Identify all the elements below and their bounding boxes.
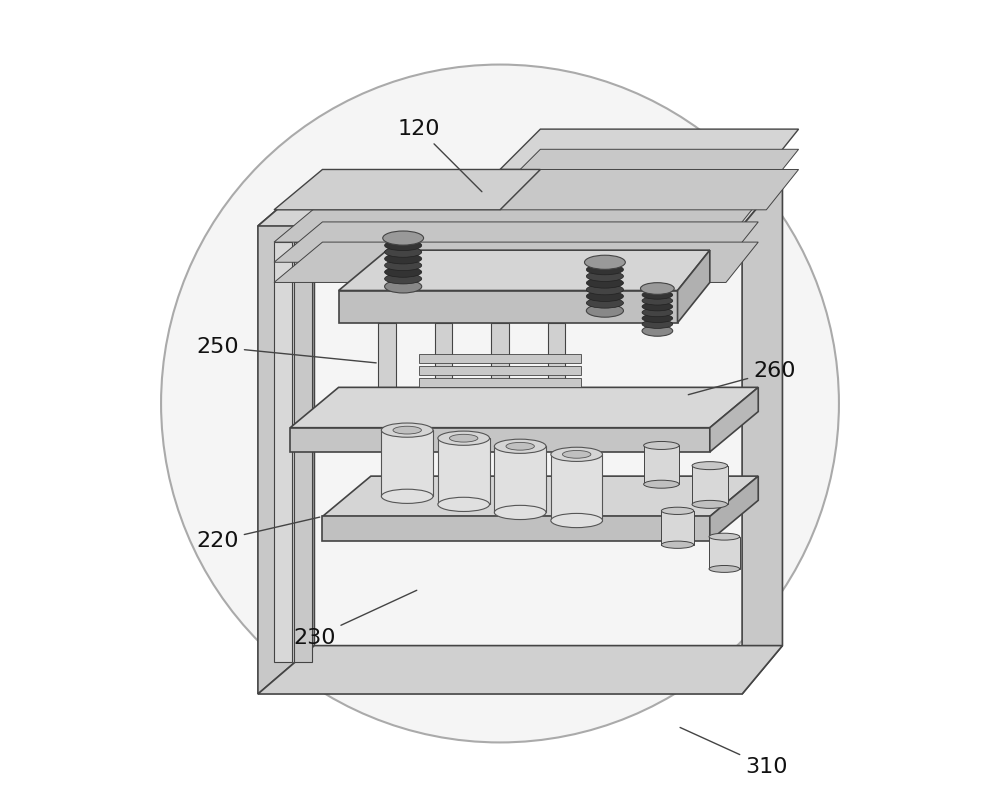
Polygon shape: [322, 476, 758, 516]
Bar: [438, 438, 490, 504]
Ellipse shape: [709, 566, 740, 572]
Bar: [274, 242, 292, 662]
Polygon shape: [258, 178, 782, 226]
Bar: [435, 323, 452, 412]
Bar: [378, 323, 396, 412]
Ellipse shape: [586, 271, 623, 282]
Bar: [548, 323, 565, 412]
Text: 220: 220: [196, 517, 320, 550]
Ellipse shape: [438, 431, 490, 445]
Ellipse shape: [551, 513, 602, 528]
Ellipse shape: [506, 442, 534, 450]
Ellipse shape: [644, 441, 679, 449]
Ellipse shape: [586, 291, 623, 302]
Ellipse shape: [385, 247, 422, 257]
Polygon shape: [339, 291, 678, 323]
Bar: [709, 537, 740, 569]
Ellipse shape: [640, 282, 674, 295]
Ellipse shape: [385, 280, 422, 293]
Ellipse shape: [385, 253, 422, 264]
Ellipse shape: [586, 304, 623, 317]
Ellipse shape: [381, 423, 433, 437]
Polygon shape: [274, 242, 758, 282]
Ellipse shape: [586, 284, 623, 295]
Ellipse shape: [661, 541, 694, 549]
Ellipse shape: [709, 533, 740, 540]
Ellipse shape: [393, 426, 421, 434]
Ellipse shape: [692, 462, 728, 470]
Bar: [494, 446, 546, 512]
Ellipse shape: [551, 447, 602, 462]
Ellipse shape: [584, 255, 625, 270]
Ellipse shape: [438, 497, 490, 512]
Text: 230: 230: [293, 590, 417, 647]
Bar: [294, 242, 312, 662]
Ellipse shape: [494, 505, 546, 520]
Polygon shape: [339, 250, 710, 291]
Ellipse shape: [385, 260, 422, 270]
Bar: [419, 378, 581, 387]
Polygon shape: [500, 169, 799, 210]
Ellipse shape: [692, 500, 728, 508]
Polygon shape: [710, 387, 758, 452]
Bar: [551, 454, 602, 521]
Ellipse shape: [642, 296, 673, 305]
Ellipse shape: [642, 291, 673, 299]
Polygon shape: [258, 646, 782, 694]
Ellipse shape: [385, 274, 422, 284]
Ellipse shape: [642, 325, 673, 337]
Bar: [491, 323, 509, 412]
Ellipse shape: [383, 231, 424, 245]
Bar: [419, 354, 581, 363]
Text: 120: 120: [398, 119, 482, 192]
Ellipse shape: [562, 450, 591, 458]
Ellipse shape: [642, 314, 673, 323]
Text: 310: 310: [680, 727, 788, 776]
Polygon shape: [710, 476, 758, 541]
Polygon shape: [290, 428, 710, 452]
Text: 260: 260: [688, 362, 796, 395]
Polygon shape: [322, 516, 710, 541]
Ellipse shape: [385, 240, 422, 251]
Bar: [381, 430, 433, 496]
Polygon shape: [742, 178, 782, 694]
Circle shape: [161, 65, 839, 742]
Polygon shape: [258, 178, 314, 694]
Ellipse shape: [661, 508, 694, 515]
Bar: [644, 445, 679, 484]
Polygon shape: [500, 129, 799, 169]
Ellipse shape: [586, 278, 623, 288]
Polygon shape: [500, 149, 799, 190]
Bar: [419, 366, 581, 375]
Polygon shape: [678, 250, 710, 323]
Ellipse shape: [586, 265, 623, 275]
Polygon shape: [274, 222, 758, 262]
Text: 250: 250: [196, 337, 376, 363]
Ellipse shape: [642, 308, 673, 316]
Ellipse shape: [494, 439, 546, 454]
Polygon shape: [290, 387, 758, 428]
Polygon shape: [274, 202, 758, 242]
Ellipse shape: [381, 489, 433, 504]
Bar: [692, 466, 728, 504]
Ellipse shape: [449, 434, 478, 442]
Ellipse shape: [586, 298, 623, 308]
Ellipse shape: [385, 267, 422, 278]
Ellipse shape: [644, 480, 679, 488]
Polygon shape: [274, 169, 540, 210]
Bar: [661, 511, 694, 545]
Ellipse shape: [642, 320, 673, 328]
Ellipse shape: [642, 303, 673, 311]
